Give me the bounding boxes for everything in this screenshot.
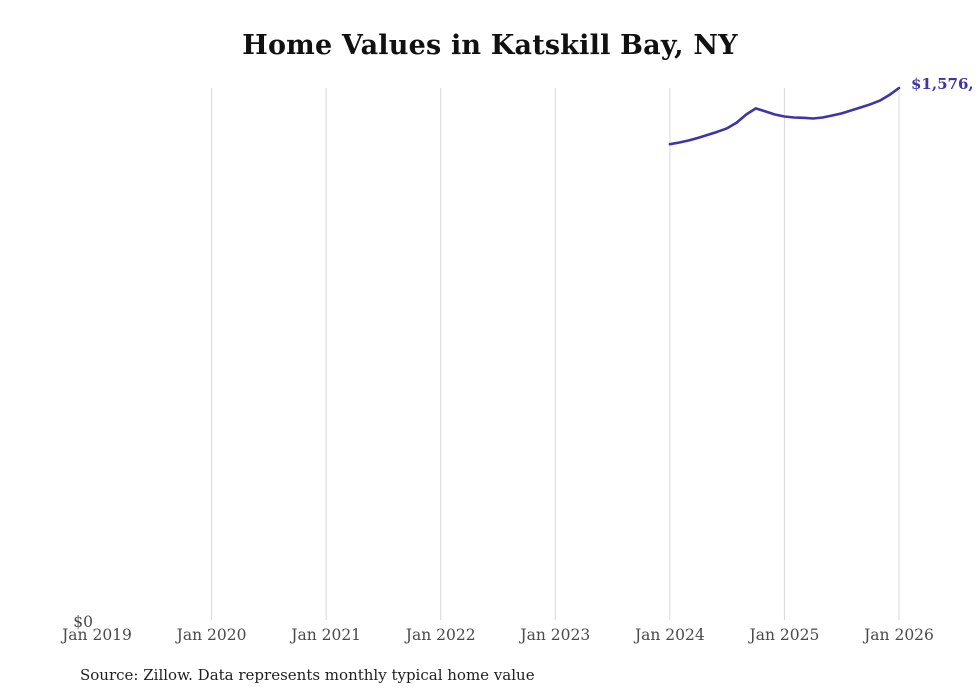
x-tick-label: Jan 2024 [633, 626, 705, 644]
y-zero-label: $0 [73, 613, 93, 631]
gridlines [211, 88, 900, 620]
end-value-label: $1,576, [911, 75, 974, 93]
x-tick-label: Jan 2026 [862, 626, 934, 644]
x-tick-label: Jan 2019 [60, 626, 132, 644]
x-tick-label: Jan 2025 [748, 626, 820, 644]
x-tick-label: Jan 2023 [518, 626, 590, 644]
x-axis-tick-labels: Jan 2019 Jan 2020 Jan 2021 Jan 2022 Jan 2023… [60, 626, 934, 644]
x-tick-label: Jan 2020 [175, 626, 247, 644]
x-tick-label: Jan 2021 [289, 626, 361, 644]
chart-title: Home Values in Katskill Bay, NY [242, 30, 738, 61]
x-tick-label: Jan 2022 [404, 626, 476, 644]
series-line [668, 86, 901, 146]
source-note: Source: Zillow. Data represents monthly … [80, 666, 535, 684]
